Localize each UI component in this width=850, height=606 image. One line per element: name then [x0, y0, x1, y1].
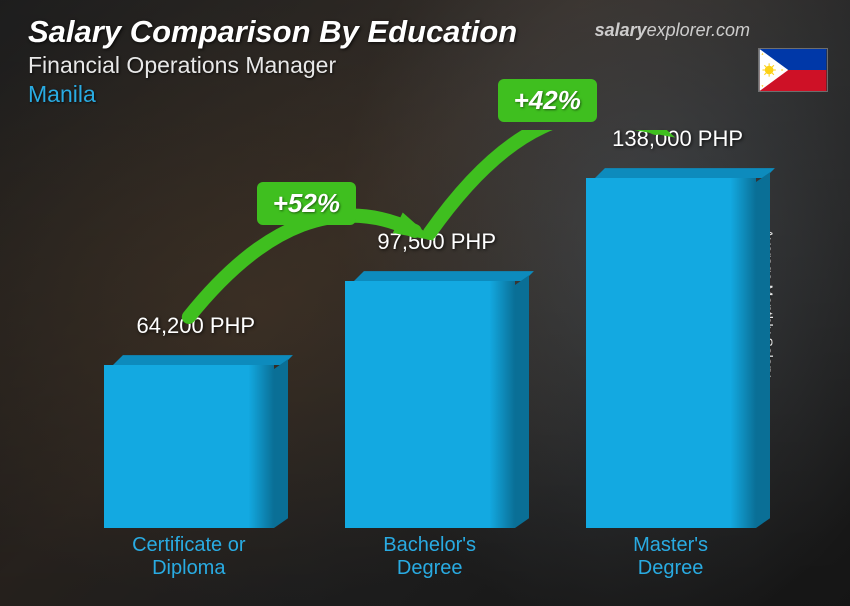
bar-group: 138,000 PHPMaster'sDegree: [586, 160, 756, 528]
bar-value-label: 64,200 PHP: [96, 313, 296, 339]
bar-side-face: [756, 172, 770, 528]
chart-location: Manila: [28, 81, 822, 108]
bar-group: 64,200 PHPCertificate orDiploma: [104, 347, 274, 528]
percent-increase-badge: +52%: [257, 182, 356, 225]
bar-top-face: [354, 271, 534, 281]
bar-front-face: [586, 178, 756, 528]
bar-top-face: [113, 355, 293, 365]
bar-value-label: 138,000 PHP: [578, 126, 778, 152]
bar-category-label: Bachelor'sDegree: [330, 534, 530, 580]
percent-increase-badge: +42%: [498, 79, 597, 122]
bar-side-face: [274, 359, 288, 528]
bar-chart: 64,200 PHPCertificate orDiploma97,500 PH…: [60, 130, 790, 586]
bar-front-face: [345, 281, 515, 528]
bar-top-face: [595, 168, 775, 178]
chart-subtitle: Financial Operations Manager: [28, 52, 822, 79]
bar-category-label: Master'sDegree: [571, 534, 771, 580]
watermark-bold: salary: [595, 20, 647, 40]
bar-value-label: 97,500 PHP: [337, 229, 537, 255]
watermark: salaryexplorer.com: [595, 20, 750, 41]
bar-side-face: [515, 275, 529, 528]
watermark-rest: explorer.com: [647, 20, 750, 40]
bar-front-face: [104, 365, 274, 528]
bar-category-label: Certificate orDiploma: [89, 534, 289, 580]
philippines-flag-icon: [758, 48, 828, 92]
bar-group: 97,500 PHPBachelor'sDegree: [345, 263, 515, 528]
